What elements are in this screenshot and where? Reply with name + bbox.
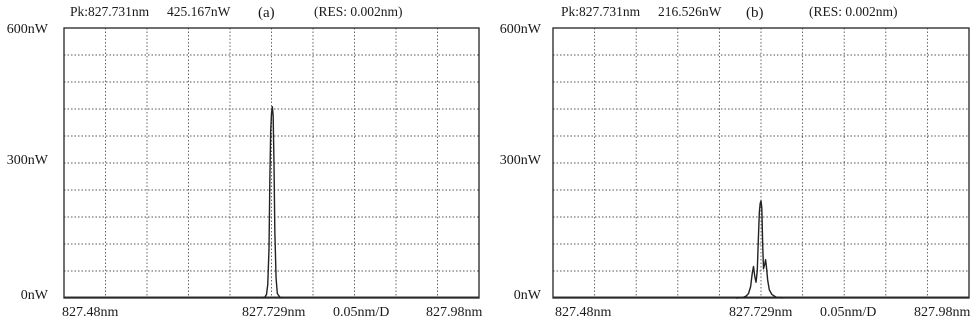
spectrum-panel-b: Pk:827.731nm 216.526nW (b) (RES: 0.002nm… bbox=[489, 0, 978, 331]
x-center-label: 827.729nm bbox=[242, 305, 306, 320]
spectrum-plot-b bbox=[552, 27, 970, 299]
peak-power: 216.526nW bbox=[658, 4, 722, 19]
spectrum-trace bbox=[735, 200, 783, 299]
y-tick-label: 0nW bbox=[513, 288, 541, 303]
x-end-label: 827.98nm bbox=[426, 305, 483, 320]
y-tick-label: 300nW bbox=[6, 153, 48, 168]
x-end-label: 827.98nm bbox=[914, 305, 971, 320]
peak-power: 425.167nW bbox=[167, 4, 231, 19]
plot-frame bbox=[63, 27, 480, 299]
peak-wavelength: Pk:827.731nm bbox=[70, 4, 150, 19]
plot-frame bbox=[552, 27, 970, 299]
spectrum-plot-a bbox=[63, 27, 480, 299]
spectrum-trace bbox=[261, 106, 284, 299]
peak-wavelength: Pk:827.731nm bbox=[561, 4, 641, 19]
x-start-label: 827.48nm bbox=[555, 305, 612, 320]
x-span-label: 0.05nm/D bbox=[820, 305, 877, 320]
x-center-label: 827.729nm bbox=[729, 305, 793, 320]
resolution-label: (RES: 0.002nm) bbox=[314, 4, 403, 19]
y-tick-label: 0nW bbox=[20, 288, 48, 303]
x-span-label: 0.05nm/D bbox=[333, 305, 390, 320]
panel-tag: (b) bbox=[746, 5, 764, 21]
y-tick-label: 300nW bbox=[499, 153, 541, 168]
y-tick-label: 600nW bbox=[499, 22, 541, 37]
x-start-label: 827.48nm bbox=[62, 305, 119, 320]
resolution-label: (RES: 0.002nm) bbox=[809, 4, 898, 19]
panel-tag: (a) bbox=[258, 5, 275, 21]
spectrum-panel-a: Pk:827.731nm 425.167nW (a) (RES: 0.002nm… bbox=[0, 0, 489, 331]
y-tick-label: 600nW bbox=[6, 22, 48, 37]
